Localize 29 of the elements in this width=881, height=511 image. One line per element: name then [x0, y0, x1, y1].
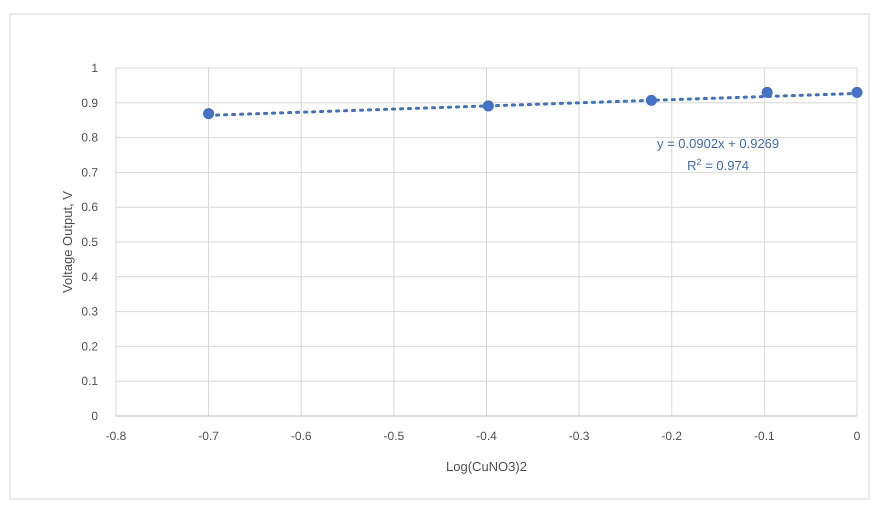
x-tick-label: -0.4: [476, 429, 498, 443]
x-tick-label: -0.6: [290, 429, 312, 443]
annotation: R$^{2}$ = 0.974: [687, 157, 749, 174]
y-tick-label: 0.5: [81, 235, 98, 249]
point: [762, 86, 773, 98]
y-tick-label: 1: [91, 61, 98, 75]
x-tick-label: -0.5: [384, 429, 405, 443]
x-axis-title: Log(CuNO3)2: [446, 459, 527, 474]
x-tick-label: -0.2: [661, 429, 682, 443]
annotation: y = 0.0902x + 0.9269: [656, 136, 780, 152]
point: [482, 100, 494, 112]
y-tick-label: 0.8: [81, 130, 98, 145]
point: [646, 94, 657, 106]
y-tick-label: 0.1: [81, 374, 98, 388]
y-tick-label: 0.2: [81, 339, 98, 354]
point: [852, 86, 862, 98]
y-tick-label: 0: [91, 409, 98, 423]
y-tick-label: 0.7: [81, 165, 98, 180]
y-axis-title: Voltage Output, V: [60, 190, 75, 293]
y-tick-label: 0.9: [81, 96, 98, 110]
x-tick-label: -0.7: [198, 429, 220, 443]
x-tick-label: -0.1: [754, 429, 776, 443]
y-tick-label: 0.3: [81, 304, 98, 319]
x-tick-label: 0: [854, 429, 861, 443]
y-tick-label: 0.6: [81, 200, 98, 214]
y-tick-label: 0.4: [81, 270, 98, 284]
x-tick-label: -0.3: [568, 429, 590, 443]
x-tick-label: -0.8: [106, 429, 127, 443]
point: [203, 108, 214, 120]
